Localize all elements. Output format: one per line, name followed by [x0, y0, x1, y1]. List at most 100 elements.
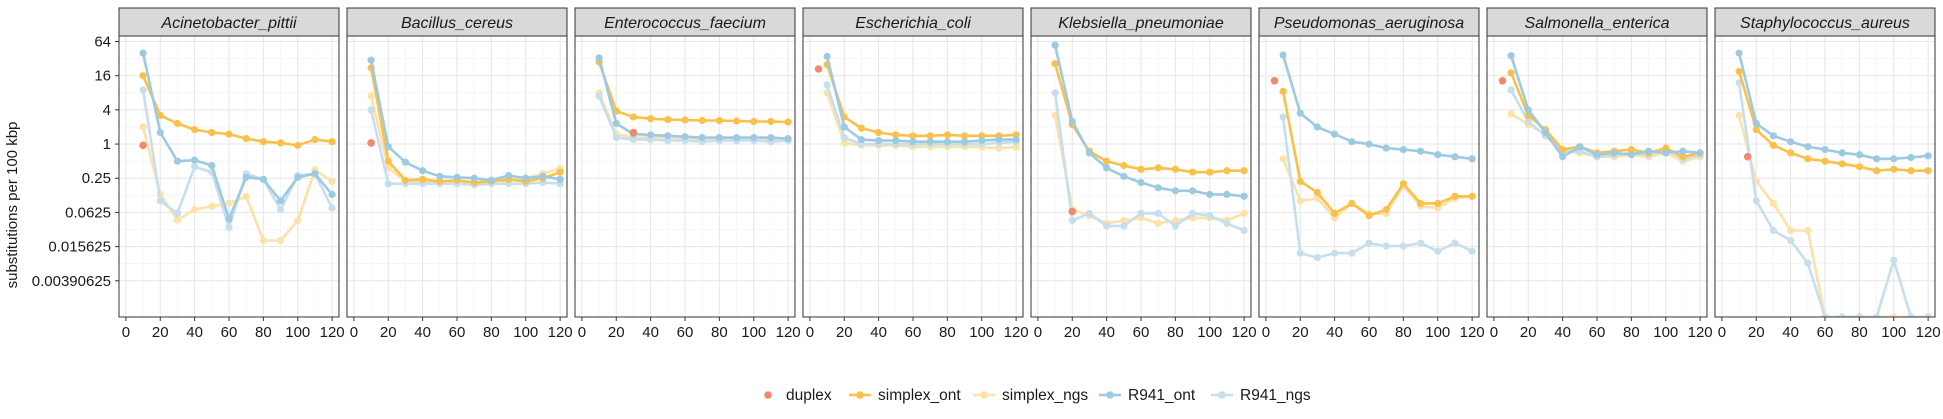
x-tick-label: 80 [711, 324, 728, 341]
x-tick-label: 60 [1817, 324, 1834, 341]
data-point-R941-ont [1189, 187, 1197, 195]
legend-item-R941-ont: R941_ont [1099, 387, 1196, 404]
data-point-R941-ont [1451, 153, 1459, 161]
legend-item-simplex-ngs: simplex_ngs [973, 387, 1088, 404]
data-point-simplex-ont [1279, 87, 1287, 95]
data-point-R941-ngs [1417, 239, 1425, 247]
x-tick-label: 60 [1133, 324, 1150, 341]
data-point-R941-ngs [139, 86, 147, 94]
y-tick-label: 16 [94, 68, 111, 85]
legend-label: R941_ngs [1240, 387, 1311, 404]
data-point-R941-ont [978, 137, 986, 145]
data-point-simplex-ont [909, 132, 917, 140]
x-tick-label: 80 [1623, 324, 1640, 341]
series-line-R941-ngs [1737, 82, 1929, 317]
data-point-simplex-ont [892, 131, 900, 139]
data-point-R941-ont [1120, 172, 1128, 180]
facet-strip [574, 7, 796, 37]
data-point-R941-ngs [1524, 117, 1532, 126]
facet-panel: Bacillus_cereus 0 20 40 60 80 100 120 [346, 7, 573, 341]
data-point-simplex-ngs [1890, 313, 1898, 317]
x-tick-label: 120 [776, 324, 801, 341]
data-point-simplex-ngs [294, 216, 302, 225]
panel-data [367, 56, 564, 189]
data-point-simplex-ont [715, 116, 724, 125]
data-point-R941-ont [453, 173, 461, 181]
data-point-simplex-ont [1855, 163, 1863, 171]
facet-panel: Enterococcus_faecium 0 20 40 60 80 100 120 [574, 7, 801, 341]
x-tick-label: 20 [1292, 324, 1309, 341]
data-point-simplex-ont [1769, 141, 1777, 149]
data-point-duplex [1498, 77, 1507, 85]
data-point-R941-ngs [1907, 313, 1915, 317]
data-point-R941-ont [943, 138, 952, 146]
data-point-simplex-ont [1189, 168, 1197, 176]
x-tick-label: 100 [1881, 324, 1906, 341]
data-point-R941-ont [698, 134, 706, 142]
x-tick-label: 40 [1098, 324, 1115, 341]
data-point-simplex-ngs [1804, 226, 1812, 235]
data-point-R941-ont [1735, 49, 1743, 57]
data-point-R941-ont [1331, 130, 1339, 138]
data-point-R941-ont [612, 119, 620, 128]
data-point-simplex-ngs [384, 164, 392, 172]
x-tick-label: 80 [939, 324, 956, 341]
x-tick-label: 100 [741, 324, 766, 341]
data-point-simplex-ont [1137, 165, 1145, 173]
data-point-simplex-ngs [242, 192, 250, 200]
data-point-R941-ont [733, 134, 741, 142]
data-point-R941-ngs [1120, 222, 1128, 230]
legend-item-duplex: duplex [764, 387, 832, 404]
data-point-R941-ont [681, 133, 689, 141]
x-tick-label: 80 [255, 324, 272, 341]
data-point-R941-ngs [1769, 226, 1777, 235]
data-point-R941-ngs [156, 197, 164, 205]
x-tick-label: 20 [836, 324, 853, 341]
data-point-R941-ont [1610, 149, 1618, 157]
data-point-simplex-ngs [173, 216, 181, 224]
data-point-simplex-ont [294, 141, 302, 149]
data-point-R941-ont [191, 156, 199, 164]
data-point-R941-ont [1821, 146, 1829, 154]
data-point-simplex-ont [1627, 146, 1635, 154]
legend-key-point [1106, 391, 1114, 399]
data-point-simplex-ngs [1012, 143, 1020, 151]
x-tick-label: 0 [1718, 324, 1726, 341]
data-point-R941-ont [875, 137, 883, 145]
data-point-R941-ont [1348, 138, 1356, 146]
data-point-R941-ngs [1331, 249, 1339, 257]
data-point-R941-ont [1365, 140, 1373, 148]
data-point-R941-ngs [1279, 113, 1287, 121]
data-point-R941-ngs [1382, 242, 1390, 250]
legend-label: duplex [786, 387, 832, 404]
panel-data [139, 49, 336, 245]
data-point-simplex-ont [436, 177, 444, 185]
data-point-R941-ont [1645, 147, 1653, 155]
x-tick-label: 20 [1064, 324, 1081, 341]
x-tick-label: 0 [1490, 324, 1498, 341]
data-point-R941-ont [259, 175, 267, 183]
data-point-R941-ngs [1189, 209, 1197, 217]
data-point-R941-ont [1206, 190, 1214, 198]
x-tick-label: 60 [1589, 324, 1606, 341]
data-point-simplex-ont [1171, 165, 1179, 173]
data-point-R941-ont [664, 132, 672, 140]
data-point-simplex-ont [1103, 157, 1111, 165]
data-point-R941-ont [1838, 149, 1846, 157]
data-point-R941-ngs [1171, 222, 1179, 230]
facet-title: Bacillus_cereus [401, 15, 513, 32]
data-point-R941-ont [926, 138, 934, 146]
data-point-duplex [814, 65, 823, 73]
panel-data [1051, 41, 1248, 235]
data-point-simplex-ngs [1240, 209, 1248, 217]
data-point-R941-ont [311, 170, 319, 178]
data-point-duplex [367, 139, 375, 147]
data-point-R941-ont [1296, 109, 1304, 117]
data-point-simplex-ngs [1769, 199, 1777, 207]
data-point-R941-ont [892, 137, 900, 145]
data-point-R941-ngs [367, 106, 375, 114]
x-tick-label: 120 [320, 324, 345, 341]
x-tick-label: 60 [449, 324, 466, 341]
data-point-simplex-ont [1821, 157, 1829, 165]
